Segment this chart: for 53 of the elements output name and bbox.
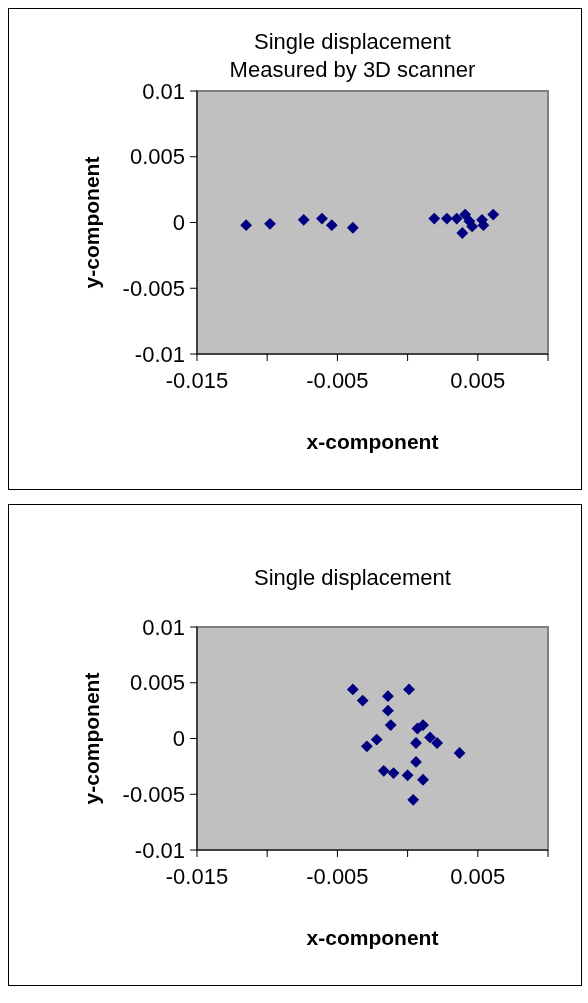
- x-axis-title: x-component: [306, 926, 439, 949]
- point: [401, 769, 414, 782]
- chart-title: Single displacement: [254, 565, 451, 590]
- point: [356, 694, 369, 707]
- y-tick-label: -0.005: [122, 781, 185, 807]
- y-tick-label: 0.005: [129, 144, 185, 170]
- y-tick-label: -0.01: [134, 837, 185, 863]
- point: [346, 683, 359, 696]
- point: [382, 690, 394, 703]
- point: [450, 212, 463, 225]
- x-tick-label: 0.005: [450, 368, 506, 393]
- point: [459, 208, 472, 221]
- y-tick-label: 0: [172, 210, 185, 236]
- x-tick-label: -0.015: [165, 368, 229, 393]
- point: [387, 767, 400, 779]
- point: [417, 773, 429, 786]
- point: [360, 740, 373, 753]
- point: [431, 737, 443, 749]
- point: [297, 213, 310, 226]
- y-tick-label: 0.01: [142, 614, 185, 640]
- point: [316, 212, 328, 225]
- point: [384, 719, 397, 732]
- point: [370, 733, 383, 746]
- y-tick-label: -0.01: [134, 341, 185, 367]
- y-axis-title: y-component: [80, 156, 103, 289]
- x-tick-label: -0.015: [165, 864, 229, 889]
- x-axis-title: x-component: [306, 430, 439, 453]
- point: [441, 212, 453, 225]
- point: [456, 227, 469, 239]
- point: [240, 219, 253, 232]
- x-tick-label: 0.005: [450, 864, 506, 889]
- chart-title: Single displacement: [254, 29, 451, 54]
- point: [377, 764, 390, 777]
- y-axis-title: y-component: [80, 672, 103, 805]
- point: [403, 683, 415, 696]
- point: [325, 219, 338, 232]
- point: [410, 756, 422, 768]
- chart-subtitle: Measured by 3D scanner: [229, 57, 476, 82]
- point: [264, 217, 276, 230]
- point: [428, 212, 441, 225]
- point: [417, 719, 429, 732]
- point: [487, 208, 500, 221]
- y-tick-label: 0.005: [129, 670, 185, 696]
- y-tick-label: 0.01: [142, 78, 185, 104]
- point: [346, 221, 359, 234]
- point: [407, 793, 420, 806]
- y-tick-label: 0: [172, 726, 185, 752]
- point: [453, 747, 466, 759]
- x-tick-label: -0.005: [306, 368, 369, 393]
- x-tick-label: -0.005: [306, 864, 369, 889]
- point: [382, 704, 394, 717]
- point: [424, 731, 436, 744]
- y-tick-label: -0.005: [122, 275, 185, 301]
